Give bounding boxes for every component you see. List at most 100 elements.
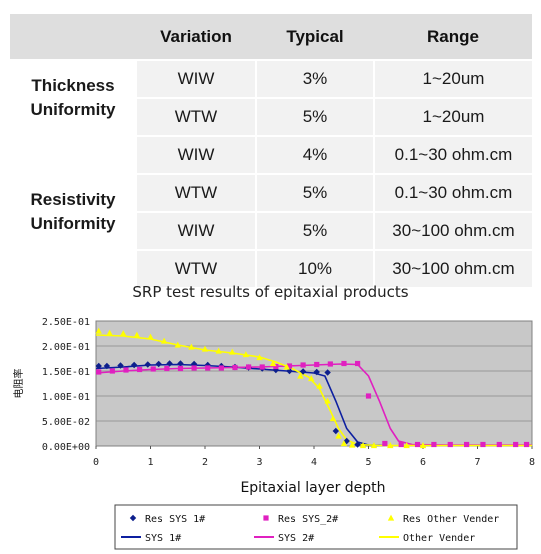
point-res-sys-1- <box>117 362 124 369</box>
point-res-other-vender <box>188 343 195 350</box>
point-res-sys-2- <box>464 441 470 448</box>
x-tick-label: 6 <box>420 457 426 468</box>
point-res-sys-1- <box>354 441 361 448</box>
header-variation: Variation <box>136 14 256 60</box>
point-res-sys-2- <box>355 360 361 367</box>
x-axis-title: Epitaxial layer depth <box>240 480 385 496</box>
legend-box <box>114 504 518 550</box>
cell-range: 1~20um <box>373 59 532 98</box>
y-tick-label: 0.00E+00 <box>42 442 90 453</box>
point-res-sys-2- <box>96 369 102 375</box>
point-res-sys-2- <box>246 364 252 370</box>
point-res-sys-2- <box>164 365 170 372</box>
point-res-sys-1- <box>286 367 293 375</box>
x-tick-label: 3 <box>256 457 262 468</box>
point-res-sys-1- <box>166 360 173 367</box>
point-res-other-vender <box>387 442 394 449</box>
point-res-other-vender <box>297 372 304 379</box>
point-res-other-vender <box>106 329 113 336</box>
point-res-sys-2- <box>382 440 388 447</box>
point-res-sys-1- <box>103 362 111 370</box>
point-res-sys-2- <box>177 365 184 372</box>
legend-label: Res SYS_2# <box>278 514 338 525</box>
y-tick-label: 1.00E-01 <box>42 392 90 403</box>
legend-label: SYS 2# <box>278 533 314 544</box>
point-res-other-vender <box>340 440 348 447</box>
y-tick-label: 2.50E-01 <box>42 317 90 328</box>
point-res-other-vender <box>335 432 342 439</box>
point-res-sys-1- <box>313 368 320 376</box>
x-tick-label: 5 <box>365 457 371 468</box>
table-row: WTW 5% 0.1~30 ohm.cm <box>10 173 532 212</box>
header-typical: Typical <box>256 14 374 60</box>
point-res-sys-2- <box>137 366 143 373</box>
point-res-sys-2- <box>300 362 306 368</box>
legend-label: Res Other Vender <box>403 514 499 525</box>
table-row: WTW 5% 1~20um <box>10 97 532 136</box>
legend-label: Other Vender <box>403 533 475 544</box>
point-res-sys-2- <box>123 367 129 373</box>
point-res-sys-2- <box>431 441 437 448</box>
point-res-sys-2- <box>232 364 238 371</box>
x-tick-label: 4 <box>311 457 317 468</box>
y-tick-label: 1.50E-01 <box>42 367 90 378</box>
point-res-other-vender <box>308 375 315 382</box>
point-res-sys-2- <box>218 365 224 371</box>
point-res-sys-2- <box>205 365 211 371</box>
point-res-sys-1- <box>155 360 162 368</box>
y-tick-label: 2.00E-01 <box>42 342 90 353</box>
table-row: Thickness Uniformity WIW 3% 1~20um <box>9 59 532 136</box>
cell-variation: WIW <box>135 135 256 174</box>
point-res-sys-1- <box>177 360 184 367</box>
point-res-other-vender <box>370 442 378 449</box>
point-res-sys-1- <box>95 362 102 370</box>
point-res-other-vender <box>419 442 427 449</box>
point-res-sys-2- <box>414 441 421 448</box>
point-res-sys-2- <box>513 441 519 448</box>
point-res-other-vender <box>329 415 337 422</box>
cell-range: 30~100 ohm.cm <box>373 211 532 250</box>
point-res-other-vender <box>242 351 250 358</box>
header-range: Range <box>374 14 532 60</box>
chart-title: SRP test results of epitaxial products <box>132 283 409 301</box>
header-blank <box>10 14 136 60</box>
point-res-sys-2- <box>286 363 293 369</box>
table-row: WIW 5% 30~100 ohm.cm <box>10 211 532 250</box>
cell-variation: WTW <box>135 97 256 136</box>
y-tick-label: 5.00E-02 <box>42 417 90 428</box>
group-label-resistivity: Resistivity Uniformity <box>9 135 136 287</box>
point-res-sys-1- <box>144 361 151 368</box>
y-axis-title: 电阻率 <box>12 369 25 399</box>
point-res-sys-2- <box>314 361 320 368</box>
x-tick-label: 2 <box>202 457 208 468</box>
cell-typical: 10% <box>255 249 374 287</box>
point-res-sys-1- <box>332 427 339 435</box>
x-tick-label: 7 <box>474 457 480 468</box>
cell-variation: WIW <box>135 59 256 98</box>
point-res-sys-2- <box>341 360 347 367</box>
cell-variation: WIW <box>135 211 256 250</box>
legend-marker <box>129 514 137 522</box>
point-res-other-vender <box>120 330 127 337</box>
point-res-sys-2- <box>191 365 197 371</box>
srp-chart: 0.00E+00 5.00E-02 1.00E-01 1.50E-01 2.00E-01… <box>12 317 535 550</box>
point-res-sys-2- <box>523 441 530 448</box>
point-res-other-vender <box>359 442 367 449</box>
point-res-other-vender <box>147 333 154 340</box>
point-res-other-vender <box>229 348 236 355</box>
series-line-sys-2- <box>96 363 532 446</box>
point-res-sys-2- <box>365 393 372 399</box>
group-label-thickness: Thickness Uniformity <box>9 59 136 136</box>
cell-range: 0.1~30 ohm.cm <box>373 135 532 174</box>
point-res-other-vender <box>269 360 277 367</box>
point-res-sys-1- <box>299 368 307 375</box>
point-res-other-vender <box>348 441 356 448</box>
point-res-sys-2- <box>259 364 265 370</box>
legend-marker <box>263 515 269 521</box>
point-res-sys-2- <box>447 441 453 448</box>
cell-typical: 5% <box>255 97 374 136</box>
x-tick-label: 0 <box>93 457 99 468</box>
point-res-other-vender <box>160 337 168 344</box>
legend-label: SYS 1# <box>145 533 181 544</box>
point-res-other-vender <box>95 327 102 334</box>
